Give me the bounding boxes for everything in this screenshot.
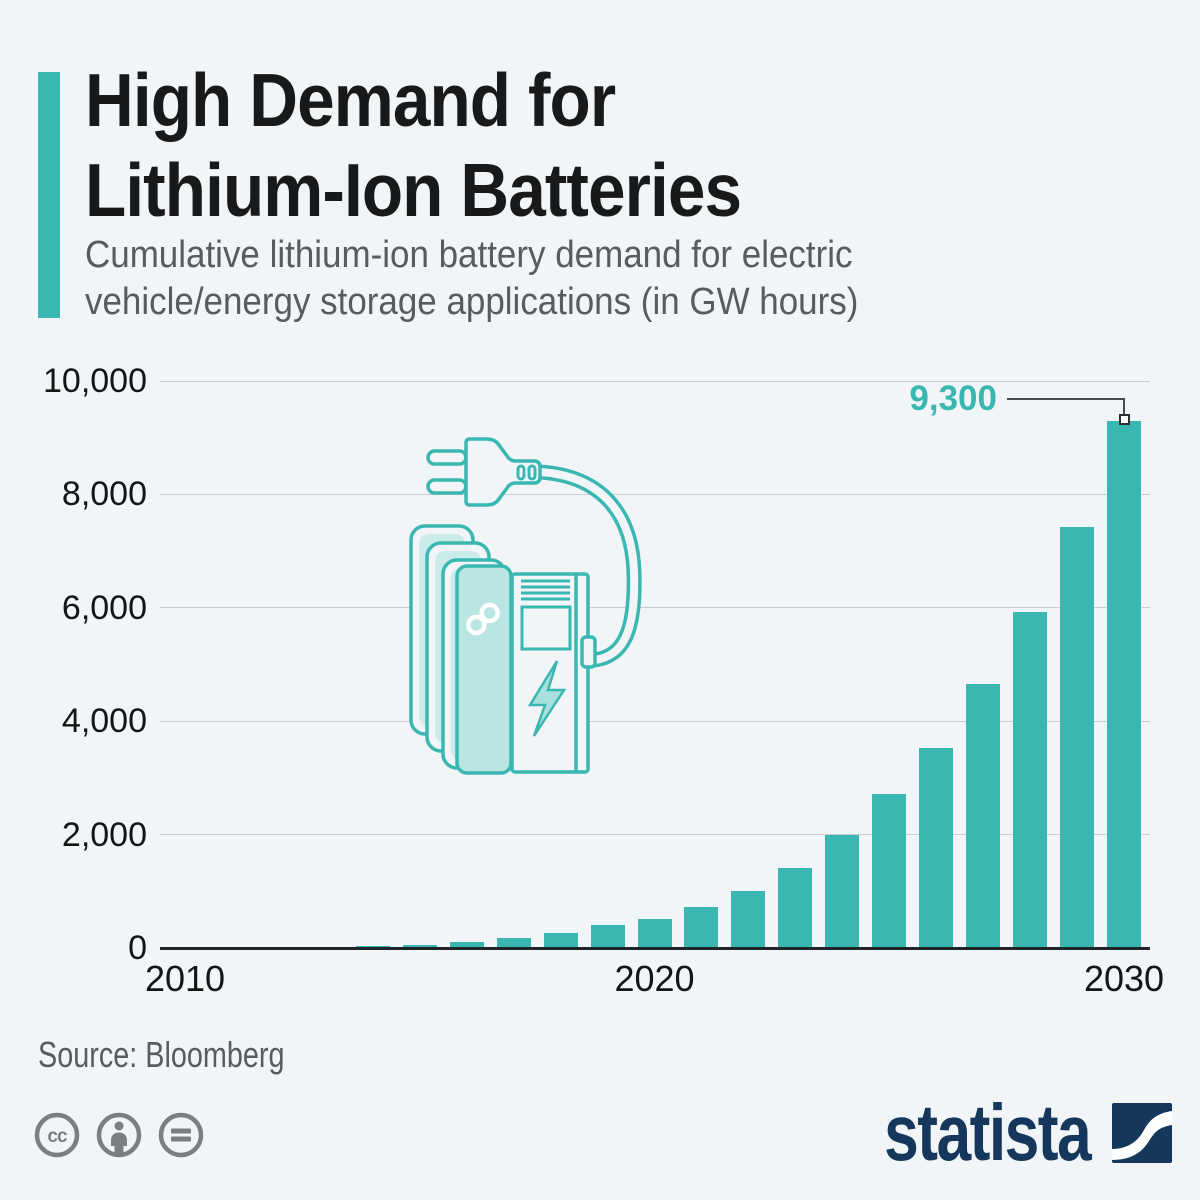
bar-2023 [778,868,813,948]
y-axis-tick-label: 6,000 [61,588,147,627]
y-axis-tick-label: 10,000 [43,362,147,400]
annotation-leader-line-vertical [1123,398,1125,419]
bar-chart: 9,300 0 2,000 4,000 6,000 8,000 10,000 2010 202… [0,362,1200,1021]
bar-2025 [872,794,907,948]
gridline-8,000 [160,493,1150,495]
lightning-bolt-icon [527,660,567,737]
x-axis-tick-label: 2020 [614,958,695,999]
bar-2019 [590,925,625,948]
license-icons: cc [33,1111,205,1159]
y-axis-tick-label: 2,000 [61,815,147,854]
bar-2024 [825,834,860,948]
statista-wordmark: statista [883,1088,1092,1177]
subtitle-line-1: Cumulative lithium-ion battery demand fo… [85,234,853,276]
bar-2029 [1060,527,1095,948]
statista-logo-icon [1112,1103,1172,1163]
x-axis-tick-label: 2030 [1083,958,1165,999]
statista-logo: statista [500,1088,1172,1177]
x-axis-line [160,946,1150,950]
gridline-10,000 [160,380,1150,382]
title-accent-bar [38,72,60,318]
gridline-2,000 [160,834,1150,836]
title-line-1: High Demand for [85,58,616,142]
cc-icon: cc [34,1112,80,1158]
annotation-marker [1119,414,1130,425]
charging-station-icon [510,572,597,774]
infinity-icon [466,602,500,636]
battery-charging-illustration [409,437,642,775]
bar-2030 [1107,420,1141,948]
data-label-2030: 9,300 [909,379,997,418]
gridline-6,000 [160,607,1150,609]
charging-cable [532,464,642,668]
bar-2017 [496,938,531,948]
bar-2022 [731,891,766,948]
subtitle-line-2: vehicle/energy storage applications (in … [85,281,859,323]
chart-subtitle: Cumulative lithium-ion battery demand fo… [85,232,858,326]
battery-stack-icon [409,524,513,775]
bar-2021 [684,907,719,948]
x-axis-tick-label: 2010 [144,958,226,999]
annotation-leader-line-horizontal [1007,398,1125,400]
gridline-4,000 [160,720,1150,722]
title-line-2: Lithium-Ion Batteries [85,148,742,232]
bar-2026 [919,747,954,948]
source-note: Source: Bloomberg [38,1034,285,1075]
equal-sign-icon [158,1112,204,1158]
bar-2028 [1013,611,1048,948]
y-axis-tick-label: 4,000 [61,702,147,741]
bar-2015 [402,944,437,948]
page-title: High Demand for Lithium-Ion Batteries [85,55,742,235]
bar-2016 [449,941,484,948]
bar-2020 [637,918,672,948]
bar-2018 [543,932,578,948]
y-axis-tick-label: 0 [128,929,147,967]
attribution-icon [96,1112,142,1158]
power-plug-icon [426,437,542,507]
svg-text:cc: cc [47,1126,68,1147]
bar-2027 [966,684,1001,948]
y-axis-tick-label: 8,000 [61,475,147,514]
